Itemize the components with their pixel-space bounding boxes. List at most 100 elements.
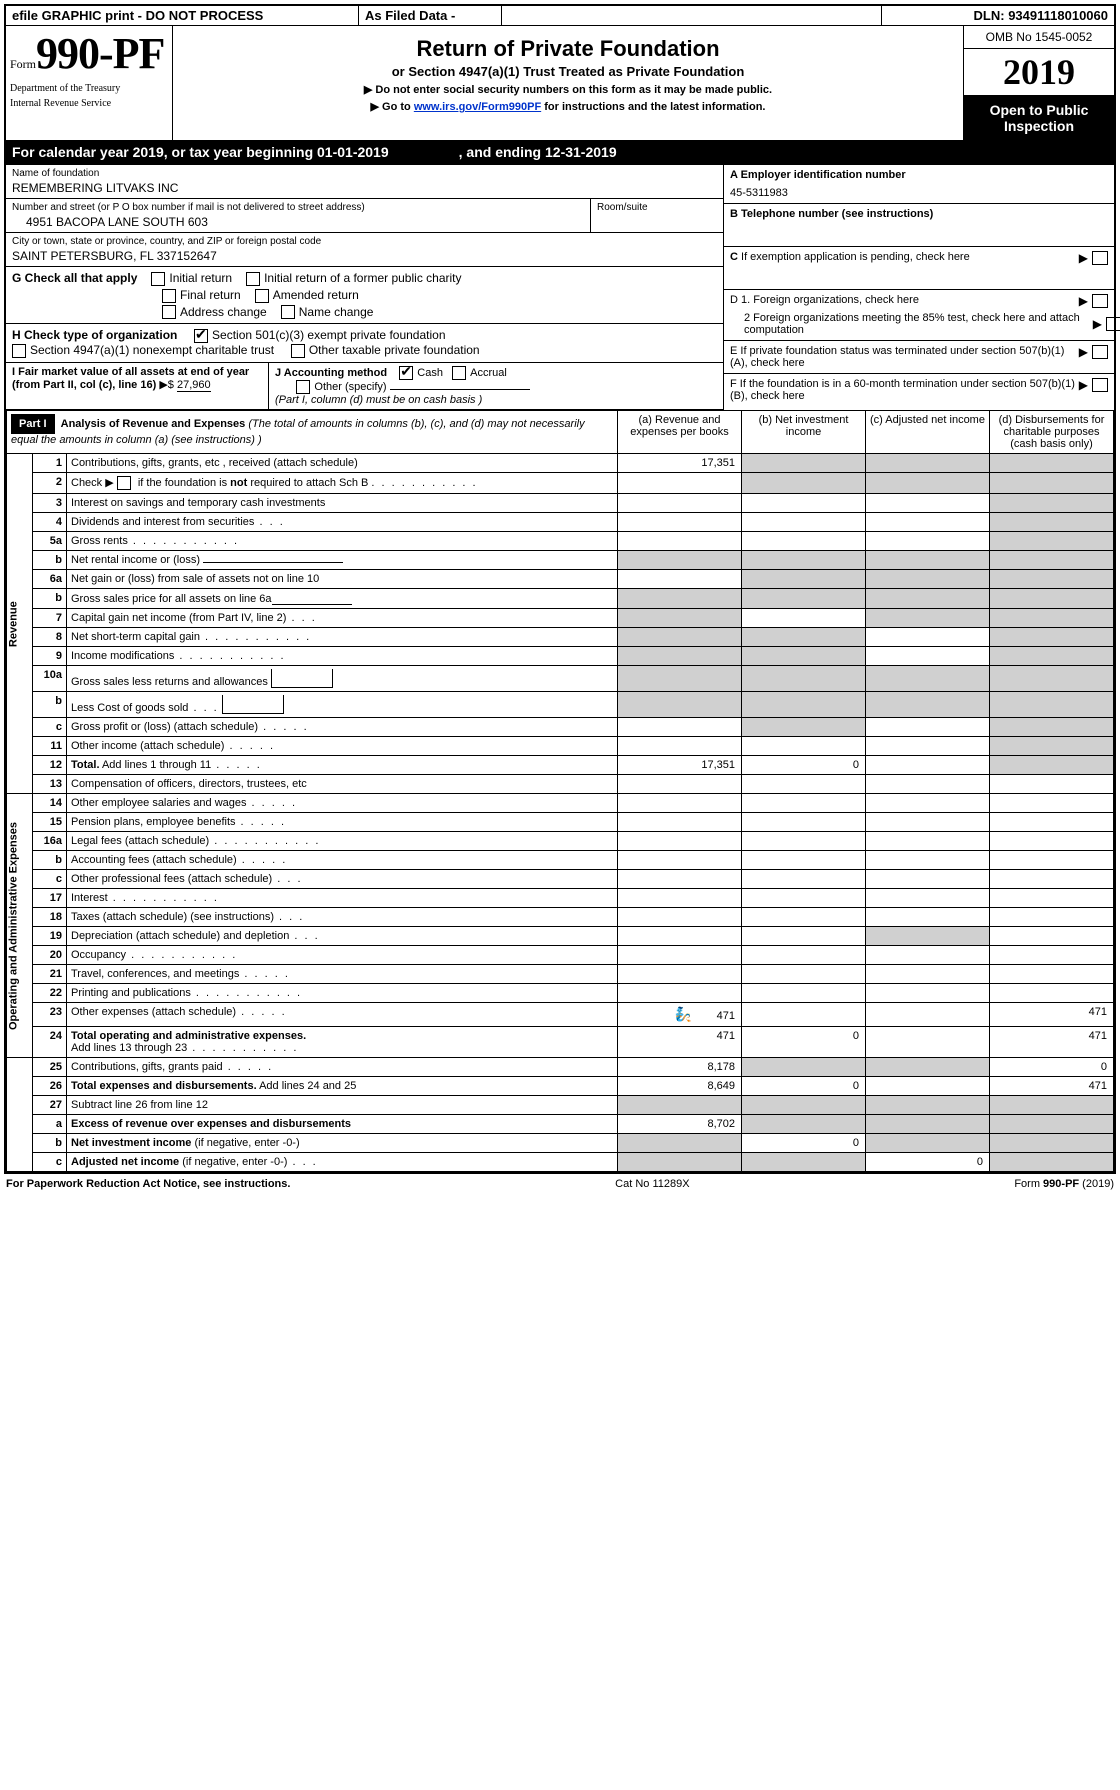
r9-desc: Income modifications	[67, 647, 618, 666]
i-cell: I Fair market value of all assets at end…	[6, 363, 269, 409]
room-label: Room/suite	[597, 202, 717, 213]
r6b-input[interactable]	[272, 592, 352, 605]
row-21: 21Travel, conferences, and meetings	[7, 965, 1114, 984]
r10a-input[interactable]	[271, 669, 333, 688]
chk-initial-former[interactable]: Initial return of a former public charit…	[246, 271, 461, 286]
r1-desc: Contributions, gifts, grants, etc , rece…	[67, 454, 618, 473]
chk-other-taxable[interactable]: Other taxable private foundation	[291, 343, 480, 357]
ein-label: A Employer identification number	[730, 169, 1108, 181]
row-9: 9Income modifications	[7, 647, 1114, 666]
expenses-side-label: Operating and Administrative Expenses	[7, 794, 33, 1058]
c-label: C C If exemption application is pending,…	[730, 251, 1079, 263]
r11-desc: Other income (attach schedule)	[67, 737, 618, 756]
chk-name[interactable]: Name change	[281, 305, 374, 320]
top-blank	[502, 6, 882, 25]
r15-desc: Pension plans, employee benefits	[67, 813, 618, 832]
r23-a: 🧞 471	[618, 1003, 742, 1027]
r24-desc: Total operating and administrative expen…	[67, 1027, 618, 1058]
form-subtitle: or Section 4947(a)(1) Trust Treated as P…	[179, 64, 957, 79]
h-check-block: H Check type of organization Section 501…	[6, 324, 723, 363]
col-c-header: (c) Adjusted net income	[866, 411, 990, 454]
r6b-desc: Gross sales price for all assets on line…	[67, 589, 618, 609]
col-a-header: (a) Revenue and expenses per books	[618, 411, 742, 454]
chk-501c3[interactable]: Section 501(c)(3) exempt private foundat…	[194, 328, 445, 342]
cal-end: 12-31-2019	[545, 144, 617, 160]
attachment-icon[interactable]: 🧞	[675, 1006, 692, 1022]
cal-begin: 01-01-2019	[317, 144, 389, 160]
name-label: Name of foundation	[12, 168, 717, 179]
r18-desc: Taxes (attach schedule) (see instruction…	[67, 908, 618, 927]
chk-final[interactable]: Final return	[162, 288, 241, 303]
part1-title: Analysis of Revenue and Expenses	[61, 418, 246, 430]
irs-link[interactable]: www.irs.gov/Form990PF	[414, 101, 541, 113]
r27c-c: 0	[866, 1153, 990, 1172]
form-990pf: 990-PF	[36, 29, 164, 78]
r27c-desc: Adjusted net income (if negative, enter …	[67, 1153, 618, 1172]
r1-a: 17,351	[618, 454, 742, 473]
r20-desc: Occupancy	[67, 946, 618, 965]
r25-d: 0	[990, 1058, 1114, 1077]
r10b-desc: Less Cost of goods sold	[67, 692, 618, 718]
form-title: Return of Private Foundation	[179, 36, 957, 62]
chk-other-method[interactable]: Other (specify)	[296, 381, 386, 393]
row-16a: 16aLegal fees (attach schedule)	[7, 832, 1114, 851]
chk-4947[interactable]: Section 4947(a)(1) nonexempt charitable …	[12, 343, 274, 357]
c-checkbox[interactable]	[1092, 251, 1108, 265]
other-specify-line[interactable]	[390, 389, 530, 390]
row-10b: bLess Cost of goods sold	[7, 692, 1114, 718]
r10b-input[interactable]	[222, 695, 284, 714]
r19-desc: Depreciation (attach schedule) and deple…	[67, 927, 618, 946]
dept-irs: Internal Revenue Service	[10, 98, 168, 109]
r10c-desc: Gross profit or (loss) (attach schedule)	[67, 718, 618, 737]
chk-accrual[interactable]: Accrual	[452, 367, 507, 379]
row-6a: 6aNet gain or (loss) from sale of assets…	[7, 570, 1114, 589]
cal-pre: For calendar year 2019, or tax year begi…	[12, 144, 317, 160]
form-id-col: Form990-PF Department of the Treasury In…	[6, 26, 173, 140]
chk-initial[interactable]: Initial return	[151, 271, 232, 286]
e-label: E If private foundation status was termi…	[730, 345, 1079, 369]
foundation-name: REMEMBERING LITVAKS INC	[12, 179, 717, 195]
i-label: I Fair market value of all assets at end…	[12, 366, 249, 391]
r24-b: 0	[742, 1027, 866, 1058]
row-22: 22Printing and publications	[7, 984, 1114, 1003]
row-7: 7Capital gain net income (from Part IV, …	[7, 609, 1114, 628]
r5b-input[interactable]	[203, 562, 343, 563]
chk-amended[interactable]: Amended return	[255, 288, 359, 303]
ein-cell: A Employer identification number 45-5311…	[724, 165, 1114, 204]
row-1: Revenue 1 Contributions, gifts, grants, …	[7, 454, 1114, 473]
r17-desc: Interest	[67, 889, 618, 908]
f-label: F If the foundation is in a 60-month ter…	[730, 378, 1079, 402]
g-label: G Check all that apply	[12, 271, 137, 285]
e-cell: E If private foundation status was termi…	[724, 341, 1114, 374]
j-label: J Accounting method	[275, 367, 387, 379]
footer-right: Form 990-PF (2019)	[1014, 1178, 1114, 1190]
d1-checkbox[interactable]	[1092, 294, 1108, 308]
footer-mid: Cat No 11289X	[615, 1178, 689, 1190]
street-cell: Number and street (or P O box number if …	[6, 199, 591, 232]
omb-number: OMB No 1545-0052	[964, 26, 1114, 49]
identity-left: Name of foundation REMEMBERING LITVAKS I…	[6, 165, 723, 410]
r27b-b: 0	[742, 1134, 866, 1153]
ssn-warning: ▶ Do not enter social security numbers o…	[179, 83, 957, 96]
part1-table: Part I Analysis of Revenue and Expenses …	[6, 410, 1114, 1172]
r25-desc: Contributions, gifts, grants paid	[67, 1058, 618, 1077]
d2-checkbox[interactable]	[1106, 317, 1120, 331]
chk-cash[interactable]: Cash	[399, 367, 443, 379]
row-2: 2 Check ▶ if the foundation is not requi…	[7, 473, 1114, 494]
goto-pre: ▶ Go to	[371, 101, 414, 113]
r26-a: 8,649	[618, 1077, 742, 1096]
page-footer: For Paperwork Reduction Act Notice, see …	[4, 1174, 1116, 1194]
f-cell: F If the foundation is in a 60-month ter…	[724, 374, 1114, 406]
chk-address[interactable]: Address change	[162, 305, 267, 320]
e-checkbox[interactable]	[1092, 345, 1108, 359]
row-20: 20Occupancy	[7, 946, 1114, 965]
part1-badge: Part I	[11, 414, 55, 434]
row-12: 12Total. Add lines 1 through 1117,3510	[7, 756, 1114, 775]
r21-desc: Travel, conferences, and meetings	[67, 965, 618, 984]
r10a-desc: Gross sales less returns and allowances	[67, 666, 618, 692]
col-b-header: (b) Net investment income	[742, 411, 866, 454]
arrow-icon: ▶	[1079, 345, 1088, 359]
f-checkbox[interactable]	[1092, 378, 1108, 392]
row-27c: cAdjusted net income (if negative, enter…	[7, 1153, 1114, 1172]
r2-checkbox[interactable]	[117, 476, 131, 490]
